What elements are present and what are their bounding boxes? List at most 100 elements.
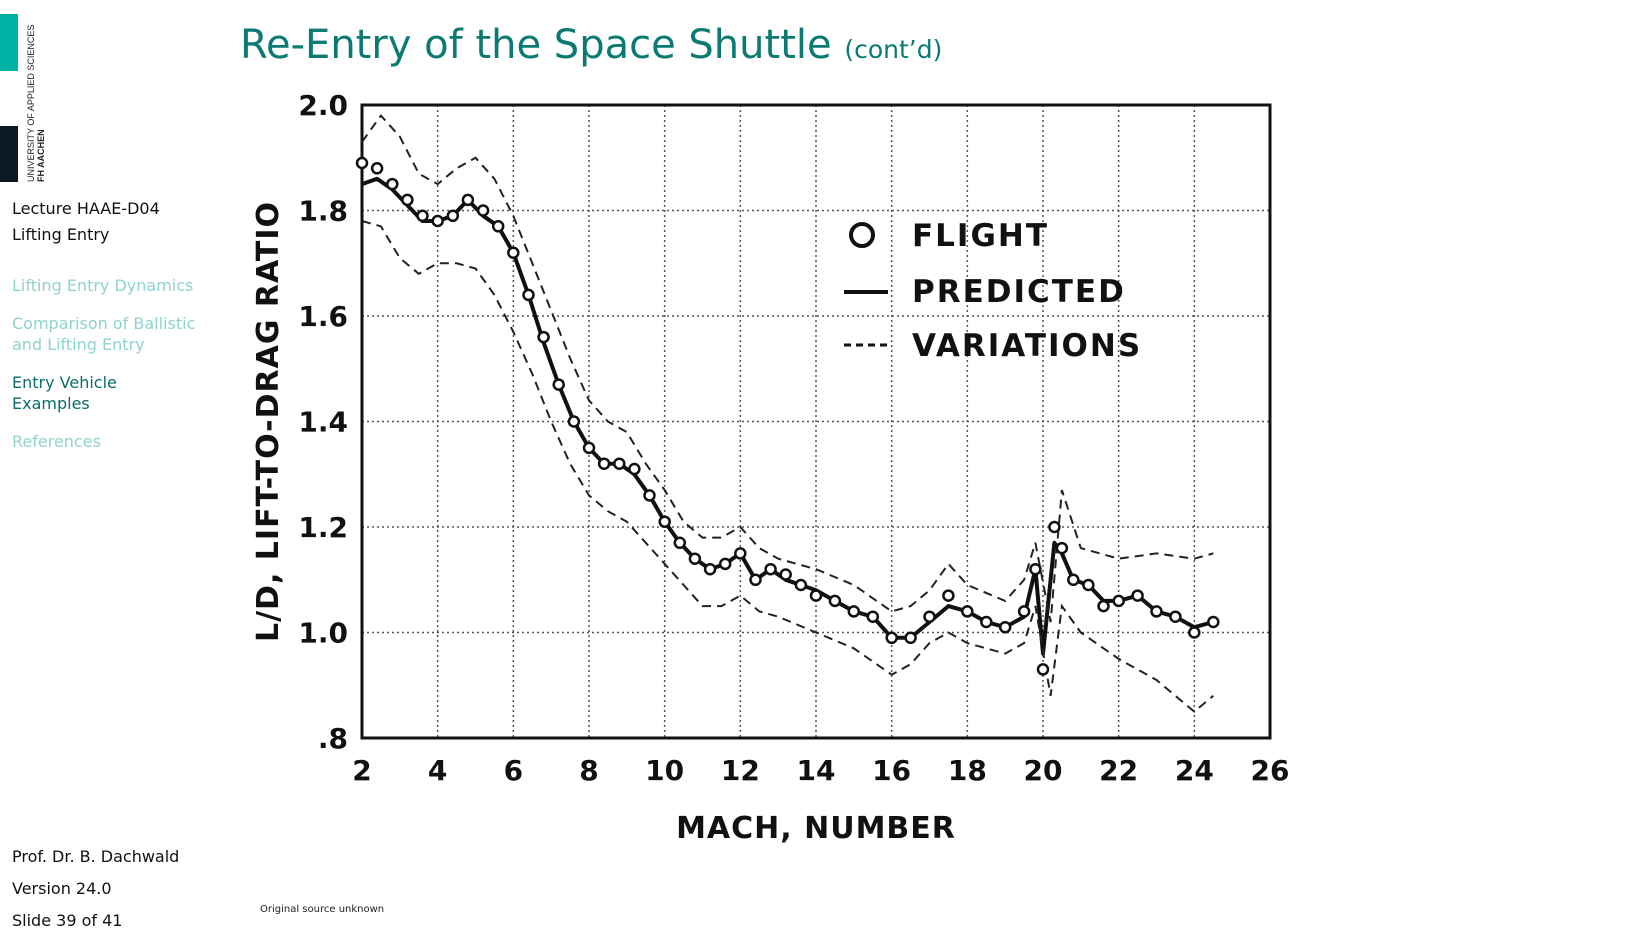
x-tick-label: 22	[1099, 754, 1138, 787]
flight-point	[1150, 605, 1163, 618]
flight-point	[567, 415, 581, 428]
flight-point	[1029, 562, 1042, 576]
x-tick-label: 12	[721, 754, 760, 787]
sidebar-lecture-info: Lecture HAAE-D04 Lifting Entry	[12, 196, 212, 248]
x-tick-label: 24	[1175, 754, 1214, 787]
flight-point	[828, 594, 842, 608]
y-tick-label: 1.6	[298, 300, 348, 333]
flight-point	[658, 515, 671, 528]
logo-teal-bar	[0, 14, 18, 71]
chart-ticks: 2 4 6 8 10 12 14 16 18 20 22 24 26.81.01.21.41.61.82…	[298, 90, 1289, 787]
flight-point	[942, 589, 955, 602]
plot-frame	[360, 103, 1272, 740]
legend-predicted-label: PREDICTED	[912, 274, 1126, 310]
variation-line	[361, 220, 1214, 713]
chart-grid	[362, 105, 1270, 738]
legend-variations-label: VARIATIONS	[912, 328, 1142, 364]
nav-item-lifting-entry-dynamics[interactable]: Lifting Entry Dynamics	[12, 276, 194, 295]
flight-point	[1112, 594, 1125, 608]
x-tick-label: 16	[872, 754, 911, 787]
source-note: Original source unknown	[260, 904, 385, 915]
flight-point	[1055, 541, 1069, 555]
slide-title-suffix: (cont’d)	[844, 35, 943, 64]
y-tick-label: .8	[318, 722, 348, 755]
nav-item-comparison[interactable]: Comparison of Ballistic and Lifting Entr…	[12, 314, 196, 354]
flight-point	[1067, 573, 1080, 587]
slide-title-main: Re-Entry of the Space Shuttle	[240, 22, 832, 68]
y-tick-label: 1.0	[298, 617, 348, 650]
logo-dark-bar	[0, 126, 18, 182]
legend-flight-marker	[849, 222, 875, 248]
flight-point	[461, 193, 475, 207]
flight-point	[1097, 599, 1110, 613]
flight-point	[749, 573, 762, 587]
flight-point	[552, 378, 565, 391]
slide-title: Re-Entry of the Space Shuttle (cont’d)	[240, 22, 942, 68]
flight-point	[923, 610, 936, 623]
flight-point	[718, 557, 732, 571]
lecture-code: Lecture HAAE-D04	[12, 199, 160, 218]
flight-point	[866, 610, 880, 623]
logo-line-1: UNIVERSITY OF APPLIED SCIENCES	[26, 24, 36, 182]
lecture-title: Lifting Entry	[12, 225, 110, 244]
flight-point	[1048, 520, 1061, 534]
logo-line-2: FH AACHEN	[36, 129, 46, 182]
flight-point	[416, 209, 429, 223]
author: Prof. Dr. B. Dachwald	[12, 847, 180, 866]
flight-point	[764, 562, 777, 576]
x-tick-label: 18	[948, 754, 987, 787]
flight-point	[431, 214, 444, 228]
nav-item-entry-vehicle-examples[interactable]: Entry Vehicle Examples	[12, 373, 117, 413]
flight-point	[980, 615, 993, 629]
sidebar-nav: Lifting Entry Dynamics Comparison of Bal…	[12, 275, 212, 469]
university-logo-text: UNIVERSITY OF APPLIED SCIENCES FH AACHEN	[26, 25, 46, 182]
chart-series	[355, 114, 1220, 713]
x-tick-label: 26	[1251, 754, 1290, 787]
flight-point	[582, 441, 596, 455]
flight-point	[1017, 605, 1031, 618]
y-tick-label: 1.8	[298, 195, 348, 228]
x-tick-label: 14	[797, 754, 836, 787]
flight-point	[779, 568, 792, 581]
y-tick-label: 2.0	[298, 90, 348, 122]
flight-point	[597, 457, 611, 470]
y-tick-label: 1.4	[298, 406, 348, 439]
flight-point	[1082, 578, 1095, 592]
slide-number: Slide 39 of 41	[12, 911, 123, 930]
x-tick-label: 8	[579, 754, 598, 787]
y-axis-label: L/D, LIFT-TO-DRAG RATIO	[251, 201, 286, 642]
flight-point	[507, 246, 520, 259]
flight-point	[1169, 610, 1182, 623]
flight-point	[904, 631, 917, 645]
x-tick-label: 2	[352, 754, 371, 787]
flight-point	[355, 156, 369, 170]
x-tick-label: 10	[645, 754, 684, 787]
flight-point	[809, 589, 823, 602]
version: Version 24.0	[12, 879, 112, 898]
flight-point	[628, 462, 641, 476]
flight-point	[401, 193, 414, 207]
lift-to-drag-chart: 2 4 6 8 10 12 14 16 18 20 22 24 26.81.01.21.41.61.82…	[251, 90, 1289, 846]
flight-point	[643, 489, 656, 502]
sidebar-footer: Prof. Dr. B. Dachwald Version 24.0 Slide…	[12, 841, 179, 937]
x-tick-label: 6	[504, 754, 523, 787]
variation-line	[361, 114, 1214, 623]
flight-point	[537, 330, 550, 344]
flight-point	[688, 552, 702, 565]
flight-point	[446, 209, 460, 223]
x-axis-label: MACH, NUMBER	[676, 811, 956, 846]
flight-point	[1036, 663, 1050, 676]
legend-flight-label: FLIGHT	[912, 218, 1049, 254]
flight-point	[673, 536, 687, 550]
flight-point	[522, 288, 535, 302]
flight-point	[476, 204, 490, 217]
flight-point	[370, 162, 384, 175]
nav-item-references[interactable]: References	[12, 432, 101, 451]
x-tick-label: 20	[1024, 754, 1063, 787]
flight-point	[885, 631, 898, 645]
chart-legend: FLIGHT PREDICTED VARIATIONS	[844, 218, 1142, 364]
flight-point	[1188, 626, 1201, 639]
flight-point	[491, 220, 505, 233]
flight-point	[998, 620, 1012, 634]
flight-point	[961, 605, 974, 618]
